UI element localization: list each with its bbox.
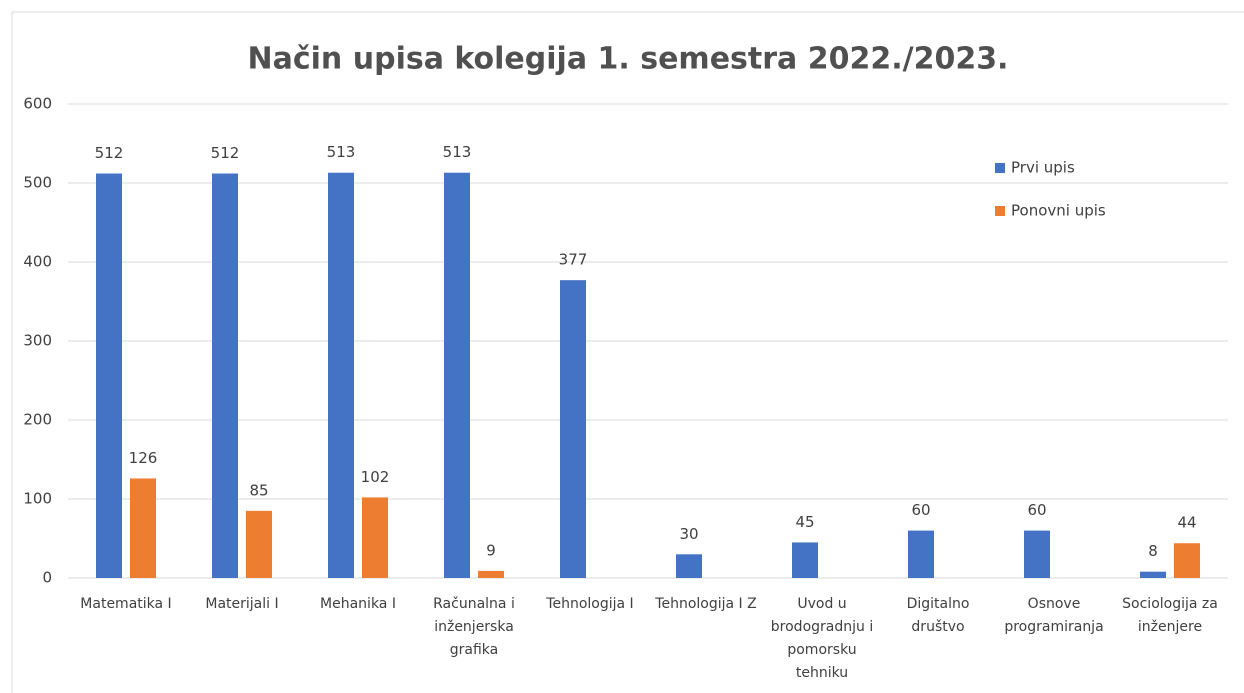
data-label: 513 [327,143,356,161]
bar [362,497,388,578]
data-label: 8 [1148,542,1158,560]
y-tick-label: 200 [23,411,52,429]
bar [328,172,354,579]
bar [908,530,934,578]
y-tick-label: 300 [23,332,52,350]
data-label: 102 [361,468,390,486]
data-label: 9 [486,541,496,559]
x-tick-label: Uvod u brodogradnju i pomorsku tehniku [770,596,874,681]
data-label: 512 [211,144,240,162]
x-tick-label: Sociologija za inženjere [1122,596,1218,635]
bar [792,542,818,578]
bar [1140,571,1166,578]
chart-border [11,11,1244,693]
data-label: 512 [95,144,124,162]
bar [1174,543,1200,578]
data-label: 45 [795,513,814,531]
y-tick-label: 0 [42,569,52,587]
data-label: 60 [1027,501,1046,519]
y-tick-label: 600 [23,95,52,113]
x-tick-label: Tehnologija I [546,596,634,612]
x-tick-label: Računalna i inženjerska grafika [433,596,515,658]
bar [1024,530,1050,578]
x-tick-label: Mehanika I [320,596,396,612]
chart-title: Način upisa kolegija 1. semestra 2022./2… [248,42,1009,77]
data-label: 513 [443,143,472,161]
x-tick-label: Materijali I [205,596,279,612]
bar [96,173,122,578]
bar [560,280,586,578]
x-tick-label: Osnove programiranja [1004,596,1104,635]
data-label: 377 [559,251,588,269]
legend-swatch [995,163,1005,173]
x-tick-label: Digitalno društvo [906,596,970,635]
data-label: 60 [911,501,930,519]
y-tick-label: 400 [23,253,52,271]
bar [478,570,504,578]
data-label: 126 [129,449,158,467]
legend-label: Ponovni upis [1011,202,1106,220]
bar [130,478,156,578]
bar [444,172,470,579]
data-label: 85 [249,481,268,499]
data-label: 30 [679,525,698,543]
y-tick-label: 100 [23,490,52,508]
data-label: 44 [1177,514,1196,532]
x-tick-label: Tehnologija I Z [655,596,757,612]
legend-label: Prvi upis [1011,159,1075,177]
bar [246,510,272,578]
legend-swatch [995,206,1005,216]
bar [676,554,702,578]
x-tick-label: Matematika I [80,596,172,612]
y-tick-label: 500 [23,174,52,192]
bar [212,173,238,578]
